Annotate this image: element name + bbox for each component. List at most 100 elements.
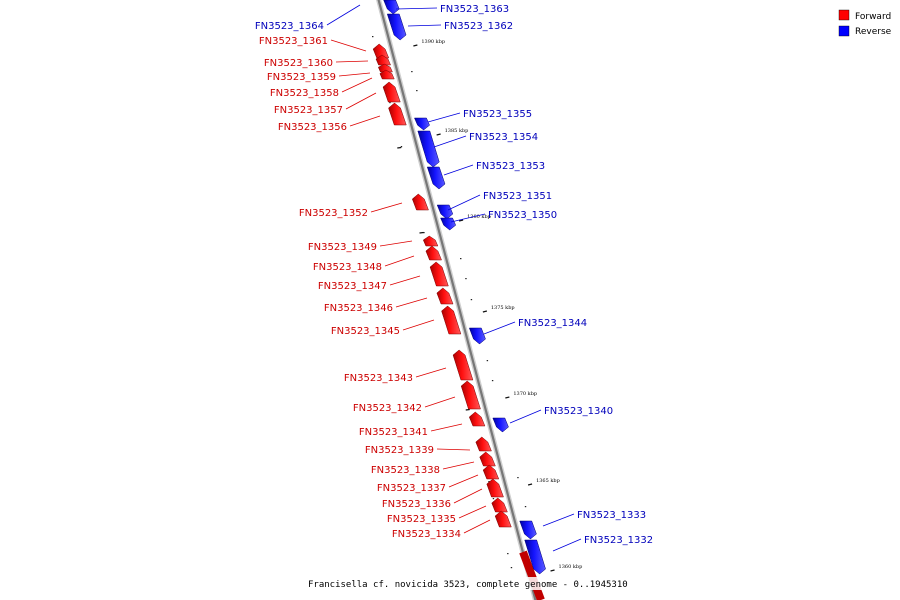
- reverse-gene-label: FN3523_1363: [440, 4, 509, 15]
- legend: Forward Reverse: [838, 9, 892, 37]
- forward-leader-line: [453, 488, 483, 504]
- reverse-gene-block: [414, 117, 430, 131]
- forward-gene-label: FN3523_1341: [359, 427, 428, 438]
- forward-leader-line: [345, 92, 377, 110]
- forward-gene-block: [479, 451, 496, 467]
- major-tick-left: [465, 408, 470, 411]
- kbp-tick-mark: [527, 483, 533, 486]
- forward-gene-block: [378, 63, 393, 73]
- forward-gene-block: [452, 349, 474, 381]
- forward-gene-block: [441, 305, 462, 335]
- reverse-gene-block: [440, 217, 457, 231]
- reverse-gene-block: [383, 0, 400, 15]
- forward-gene-block: [468, 411, 486, 427]
- forward-gene-block: [372, 43, 390, 59]
- legend-reverse-swatch: [838, 25, 850, 37]
- forward-leader-line: [379, 240, 413, 247]
- reverse-leader-line: [447, 194, 481, 211]
- reverse-gene-block: [492, 417, 509, 433]
- reverse-gene-block: [426, 166, 446, 190]
- minor-tick-right: [517, 477, 519, 479]
- forward-gene-block: [491, 497, 508, 513]
- kbp-tick-label: 1365 kbp: [536, 478, 560, 484]
- minor-tick-left: [423, 232, 425, 234]
- minor-tick-left: [510, 567, 513, 569]
- forward-gene-block: [436, 287, 454, 305]
- forward-gene-label: FN3523_1357: [274, 105, 343, 116]
- forward-gene-label: FN3523_1338: [371, 465, 440, 476]
- forward-gene-label: FN3523_1337: [377, 483, 446, 494]
- reverse-gene-label: FN3523_1351: [483, 191, 552, 202]
- forward-gene-label: FN3523_1349: [308, 242, 377, 253]
- kbp-tick-mark: [436, 133, 441, 136]
- forward-leader-line: [442, 461, 475, 470]
- forward-gene-label: FN3523_1339: [365, 445, 434, 456]
- forward-gene-label: FN3523_1358: [270, 88, 339, 99]
- kbp-tick-label: 1380 kbp: [467, 214, 491, 220]
- forward-gene-block: [475, 436, 492, 452]
- forward-leader-line: [330, 39, 367, 52]
- reverse-gene-label: FN3523_1364: [255, 21, 324, 32]
- chromosome-axis: [377, 0, 537, 600]
- gene-features: [372, 0, 546, 575]
- reverse-gene-label: FN3523_1333: [577, 510, 646, 521]
- minor-tick-left: [372, 36, 374, 38]
- forward-gene-block: [422, 235, 439, 247]
- forward-gene-label: FN3523_1334: [392, 529, 461, 540]
- forward-gene-label: FN3523_1356: [278, 122, 347, 133]
- forward-leader-line: [463, 519, 491, 534]
- forward-gene-label: FN3523_1342: [353, 403, 422, 414]
- kbp-tick-mark: [550, 569, 555, 572]
- chromosome-axis-dark-segment: [519, 550, 545, 600]
- forward-gene-label: FN3523_1336: [382, 499, 451, 510]
- major-tick-left: [397, 146, 402, 149]
- forward-gene-block: [375, 54, 391, 66]
- reverse-leader-line: [542, 513, 575, 527]
- forward-leader-line: [389, 275, 421, 286]
- minor-tick-right: [416, 90, 418, 92]
- forward-gene-label: FN3523_1352: [299, 208, 368, 219]
- minor-tick-left: [492, 498, 495, 500]
- minor-tick-right: [486, 360, 489, 362]
- reverse-leader-line: [552, 538, 582, 552]
- forward-gene-label: FN3523_1343: [344, 373, 413, 384]
- gene-labels: FN3523_1361 FN3523_1360 FN3523_1359 FN3523_…: [255, 4, 653, 546]
- major-tick-left: [419, 231, 424, 234]
- reverse-gene-label: FN3523_1350: [488, 210, 557, 221]
- forward-leader-line: [349, 115, 381, 127]
- reverse-gene-label: FN3523_1362: [444, 21, 513, 32]
- forward-leader-line: [370, 202, 403, 213]
- reverse-leader-line: [326, 4, 361, 26]
- reverse-leader-line: [443, 164, 474, 176]
- reverse-gene-block: [417, 130, 440, 168]
- forward-leader-line: [384, 255, 415, 267]
- forward-gene-block: [382, 81, 401, 103]
- minor-tick-right: [524, 506, 527, 508]
- kbp-tick-label: 1390 kbp: [421, 39, 445, 45]
- forward-gene-block: [494, 510, 512, 528]
- forward-gene-block: [388, 102, 407, 126]
- forward-leader-line: [458, 505, 487, 519]
- forward-leader-line: [448, 474, 479, 488]
- kbp-tick-label: 1370 kbp: [513, 391, 537, 397]
- forward-gene-label: FN3523_1360: [264, 58, 333, 69]
- legend-forward-label: Forward: [855, 12, 891, 22]
- forward-leader-line: [415, 367, 447, 378]
- kbp-tick-label: 1360 kbp: [559, 564, 583, 570]
- forward-leader-line: [436, 448, 471, 451]
- reverse-gene-label: FN3523_1340: [544, 406, 613, 417]
- forward-gene-label: FN3523_1347: [318, 281, 387, 292]
- reverse-leader-line: [427, 112, 461, 123]
- legend-forward-swatch: [838, 9, 850, 21]
- forward-gene-block: [482, 464, 500, 480]
- reverse-gene-label: FN3523_1353: [476, 161, 545, 172]
- minor-tick-right: [491, 380, 494, 382]
- forward-leader-line: [402, 319, 435, 331]
- minor-tick-left: [389, 102, 391, 104]
- forward-leader-line: [338, 72, 371, 77]
- forward-leader-line: [424, 396, 456, 408]
- caption-background: [304, 577, 594, 590]
- forward-gene-label: FN3523_1359: [267, 72, 336, 83]
- reverse-leader-line: [450, 213, 486, 223]
